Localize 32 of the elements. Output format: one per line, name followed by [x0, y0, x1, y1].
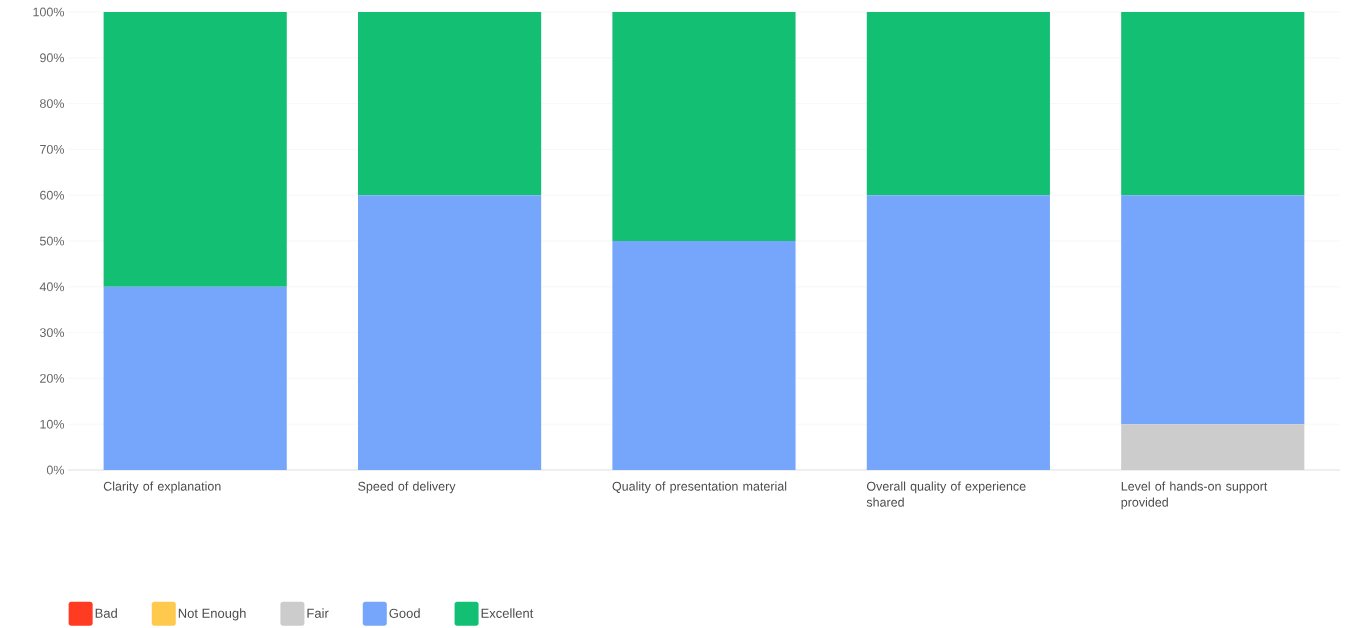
x-tick-label: Level of hands-on support provided — [1121, 481, 1268, 510]
legend-label: Good — [389, 608, 420, 618]
y-tick-label: 100% — [33, 7, 65, 17]
y-tick-label: 90% — [40, 53, 65, 63]
y-tick-label: 10% — [40, 419, 65, 429]
x-tick-label: Overall quality of experience shared — [866, 481, 1026, 507]
legend-label: Excellent — [481, 608, 534, 618]
legend-label: Bad — [95, 608, 117, 618]
y-tick-label: 60% — [40, 190, 65, 200]
legend-label: Not Enough — [178, 608, 246, 621]
x-tick-label: Speed of delivery — [358, 481, 456, 494]
bar — [1121, 195, 1305, 425]
y-tick-label: 0% — [46, 465, 65, 475]
y-tick-label: 50% — [39, 236, 65, 246]
y-tick-label: 70% — [40, 144, 65, 154]
bar — [866, 12, 1050, 196]
bar — [358, 195, 542, 470]
bar — [612, 241, 796, 470]
x-tick-label: Clarity of explanation — [103, 481, 221, 494]
bar — [1121, 12, 1305, 196]
x-tick-label: Quality of presentation material — [612, 481, 787, 494]
bar — [103, 12, 287, 287]
y-tick-label: 30% — [39, 328, 65, 338]
bar — [358, 12, 542, 196]
y-tick-label: 80% — [40, 99, 65, 109]
bar — [612, 12, 796, 241]
bar — [1121, 424, 1305, 470]
y-tick-label: 20% — [40, 373, 65, 383]
y-tick-label: 40% — [39, 282, 65, 292]
bar — [866, 195, 1050, 470]
legend-label: Fair — [307, 608, 329, 618]
bar — [103, 286, 287, 470]
